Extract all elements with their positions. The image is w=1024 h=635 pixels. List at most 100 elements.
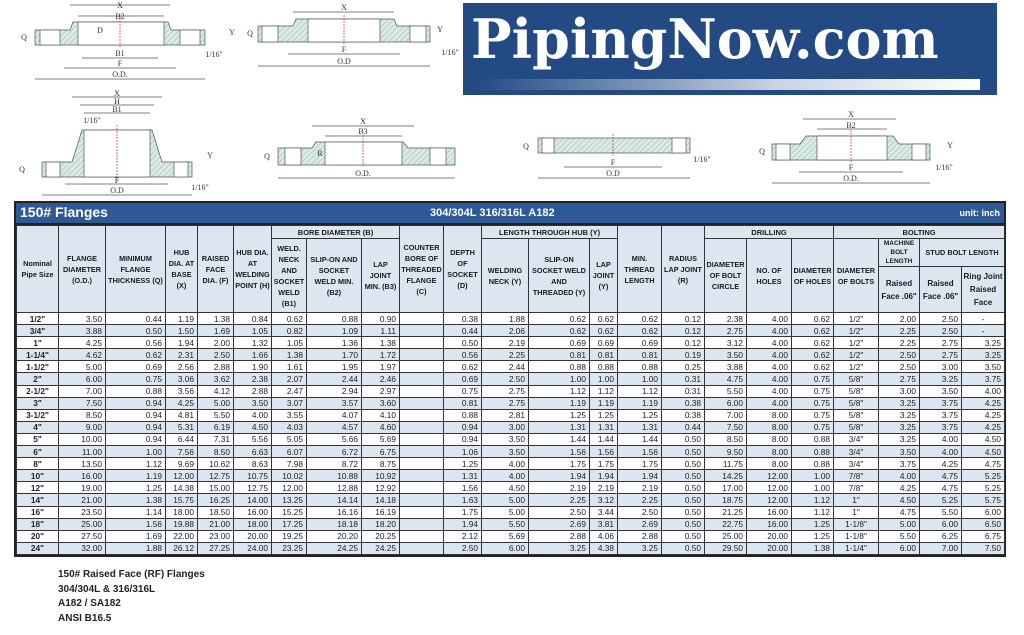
value-cell: 1.31 <box>528 420 590 434</box>
dim-label: Y <box>437 25 443 34</box>
value-cell: 0.75 <box>790 408 835 422</box>
value-cell: 1.00 <box>617 372 662 386</box>
value-cell: 1.19 <box>105 469 166 483</box>
value-cell: 1.25 <box>443 457 482 471</box>
value-cell: 1-1/4" <box>833 541 880 555</box>
nominal-size-cell: 3-1/2" <box>16 408 59 422</box>
value-cell: 3.62 <box>197 372 234 386</box>
value-cell: 10.62 <box>197 457 234 471</box>
value-cell: 0.44 <box>443 324 482 338</box>
value-cell: 14.00 <box>233 493 272 507</box>
value-cell: 12.00 <box>271 481 307 495</box>
value-cell: 1.70 <box>306 348 362 362</box>
value-cell: 2.56 <box>165 360 198 374</box>
value-cell: 16.16 <box>306 505 362 519</box>
nominal-size-cell: 14" <box>16 493 59 507</box>
value-cell: 1.31 <box>617 420 662 434</box>
value-cell: 7.00 <box>704 408 747 422</box>
value-cell: 4.00 <box>746 324 792 338</box>
dim-label: B3 <box>358 127 367 136</box>
value-cell: 0.90 <box>361 311 400 326</box>
value-cell: 4.00 <box>746 360 792 374</box>
value-cell: 21.25 <box>704 505 747 519</box>
value-cell: 1.25 <box>617 408 662 422</box>
dim-label: H <box>114 97 120 106</box>
value-cell: 5.00 <box>878 517 921 531</box>
value-cell: 1.75 <box>443 505 482 519</box>
value-cell: 0.75 <box>790 372 835 386</box>
value-cell <box>399 445 444 459</box>
value-cell: 1.69 <box>105 529 166 543</box>
table-row: 6" 11.00 1.00 7.56 8.50 6.63 6.07 6.72 6.75 1.06 3… <box>16 445 1006 459</box>
dim-label: Q <box>19 165 25 174</box>
value-cell: 16.19 <box>361 505 400 519</box>
value-cell <box>399 541 444 555</box>
value-cell: 6.00 <box>58 372 106 386</box>
value-cell: 5.00 <box>481 493 529 507</box>
dim-label: B2 <box>846 121 855 130</box>
value-cell: 13.50 <box>58 457 106 471</box>
value-cell: 5.00 <box>58 360 106 374</box>
dim-label: O.D. <box>112 70 128 79</box>
value-cell: 7.98 <box>271 457 307 471</box>
value-cell: 4.75 <box>878 505 921 519</box>
value-cell: 5.00 <box>481 505 529 519</box>
value-cell: 1.88 <box>481 311 529 326</box>
value-cell: 0.31 <box>661 384 705 398</box>
value-cell: 4.00 <box>746 372 792 386</box>
header-y-slip-on: SLIP-ON SOCKET WELD AND THREADED (Y) <box>528 238 590 313</box>
value-cell: 3.75 <box>919 420 963 434</box>
value-cell: 2.50 <box>919 311 963 326</box>
value-cell: 1.75 <box>589 457 618 471</box>
value-cell: 0.50 <box>661 469 705 483</box>
value-cell: 2.50 <box>919 324 963 338</box>
value-cell: 21.00 <box>58 493 106 507</box>
value-cell: 3.00 <box>878 384 921 398</box>
value-cell: 0.94 <box>443 420 482 434</box>
value-cell: 4.10 <box>361 408 400 422</box>
header-bolt-dia: DIAMETER OF BOLTS <box>833 238 880 313</box>
value-cell: 6.44 <box>165 432 198 447</box>
dim-label: X <box>848 110 854 119</box>
value-cell: 23.50 <box>58 505 106 519</box>
table-row: 8" 13.50 1.12 9.69 10.62 8.63 7.98 8.72 8.75 1.25… <box>16 457 1006 471</box>
table-row: 3" 7.50 0.94 4.25 5.00 3.50 3.07 3.57 3.60 0.81 2.… <box>16 396 1006 410</box>
value-cell: 0.62 <box>443 360 482 374</box>
value-cell: 1.90 <box>233 360 272 374</box>
value-cell: 2.50 <box>528 505 590 519</box>
value-cell <box>399 469 444 483</box>
value-cell: 0.44 <box>661 420 705 434</box>
value-cell: 0.12 <box>661 311 705 326</box>
value-cell: 1.88 <box>105 541 166 555</box>
value-cell: 0.94 <box>105 408 166 422</box>
value-cell <box>399 396 444 410</box>
value-cell: 1.19 <box>528 396 590 410</box>
value-cell: 4.00 <box>961 384 1006 398</box>
dim-label: Q <box>759 147 765 156</box>
value-cell: 1.31 <box>589 420 618 434</box>
value-cell: 0.69 <box>443 372 482 386</box>
value-cell: 0.50 <box>443 336 482 350</box>
value-cell: 5.50 <box>197 408 234 422</box>
value-cell: 1.00 <box>790 481 835 495</box>
value-cell: 8.50 <box>704 432 747 447</box>
value-cell: 18.20 <box>361 517 400 531</box>
value-cell: 6.00 <box>961 505 1006 519</box>
value-cell: 4.50 <box>961 445 1006 459</box>
value-cell: 4.60 <box>361 420 400 434</box>
value-cell: 3.25 <box>961 348 1006 362</box>
value-cell: 5.25 <box>961 481 1006 495</box>
value-cell: 6.72 <box>306 445 362 459</box>
value-cell: 1.00 <box>105 445 166 459</box>
table-row: 3-1/2" 8.50 0.94 4.81 5.50 4.00 3.55 4.07 4.10 0.… <box>16 408 1006 422</box>
nominal-size-cell: 2-1/2" <box>16 384 59 398</box>
value-cell: 1.56 <box>589 445 618 459</box>
value-cell <box>399 529 444 543</box>
value-cell: 1" <box>833 493 880 507</box>
header-stud-bolt: STUD BOLT LENGTH <box>919 238 1006 267</box>
header-counter-bore: COUNTER BORE OF THREADED FLANGE (C) <box>399 225 444 313</box>
value-cell: 10.02 <box>271 469 307 483</box>
value-cell: 3.00 <box>481 420 529 434</box>
value-cell: 24.25 <box>361 541 400 555</box>
value-cell: 1.25 <box>589 408 618 422</box>
